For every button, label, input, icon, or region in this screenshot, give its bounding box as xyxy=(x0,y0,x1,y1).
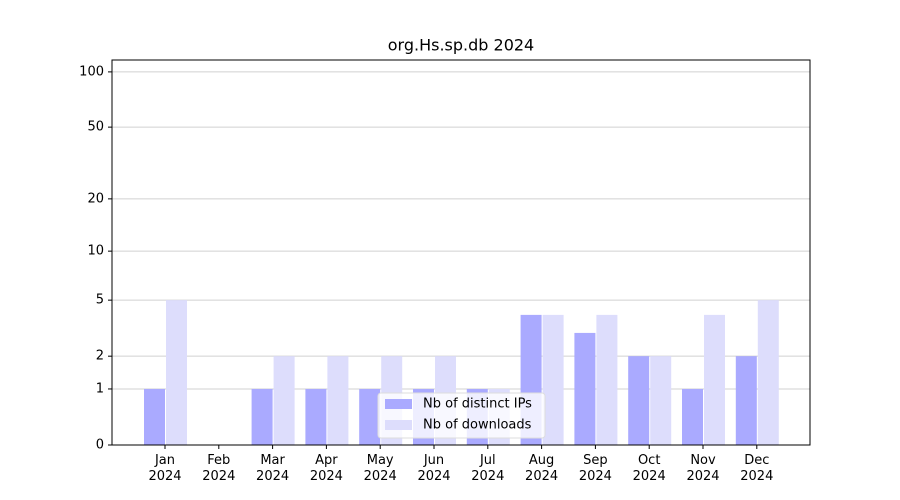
x-tick-label: Mar 2024 xyxy=(256,453,290,484)
bar xyxy=(735,356,757,445)
y-tick-label: 50 xyxy=(87,120,104,135)
x-tick-label: Jun 2024 xyxy=(417,453,451,484)
bar xyxy=(273,356,295,445)
bar xyxy=(596,314,618,445)
y-tick-label: 0 xyxy=(96,438,104,453)
x-tick-label: Nov 2024 xyxy=(686,453,720,484)
x-tick-label: Apr 2024 xyxy=(309,453,343,484)
bar xyxy=(574,332,596,445)
x-tick-label: Jan 2024 xyxy=(148,453,182,484)
x-tick-label: Oct 2024 xyxy=(632,453,666,484)
bar xyxy=(650,356,672,445)
x-tick-label: Aug 2024 xyxy=(525,453,559,484)
bar xyxy=(305,388,327,445)
bar xyxy=(144,388,165,445)
bar xyxy=(628,356,650,445)
y-tick-label: 2 xyxy=(96,349,104,364)
x-tick-label: Dec 2024 xyxy=(740,453,774,484)
legend-box xyxy=(377,392,546,439)
bar xyxy=(327,356,349,445)
legend-label: Nb of distinct IPs xyxy=(423,397,532,412)
bar xyxy=(757,300,779,445)
x-tick-label: Jul 2024 xyxy=(471,453,505,484)
bar xyxy=(542,314,564,445)
bar xyxy=(251,388,273,445)
y-tick-label: 5 xyxy=(96,293,104,308)
x-tick-label: Sep 2024 xyxy=(578,453,612,484)
y-tick-label: 100 xyxy=(79,64,104,79)
y-tick-label: 20 xyxy=(87,191,104,206)
bar xyxy=(682,388,703,445)
x-tick-label: Feb 2024 xyxy=(202,453,236,484)
legend-swatch xyxy=(385,399,412,409)
y-tick-label: 10 xyxy=(87,244,104,259)
x-tick-label: May 2024 xyxy=(363,453,397,484)
bar xyxy=(704,314,725,445)
bar xyxy=(166,300,187,445)
legend-label: Nb of downloads xyxy=(423,418,532,433)
bar xyxy=(359,388,381,445)
y-tick-label: 1 xyxy=(96,381,104,396)
legend-swatch xyxy=(385,420,412,430)
chart-title: org.Hs.sp.db 2024 xyxy=(388,36,534,55)
plot-frame xyxy=(111,59,811,446)
